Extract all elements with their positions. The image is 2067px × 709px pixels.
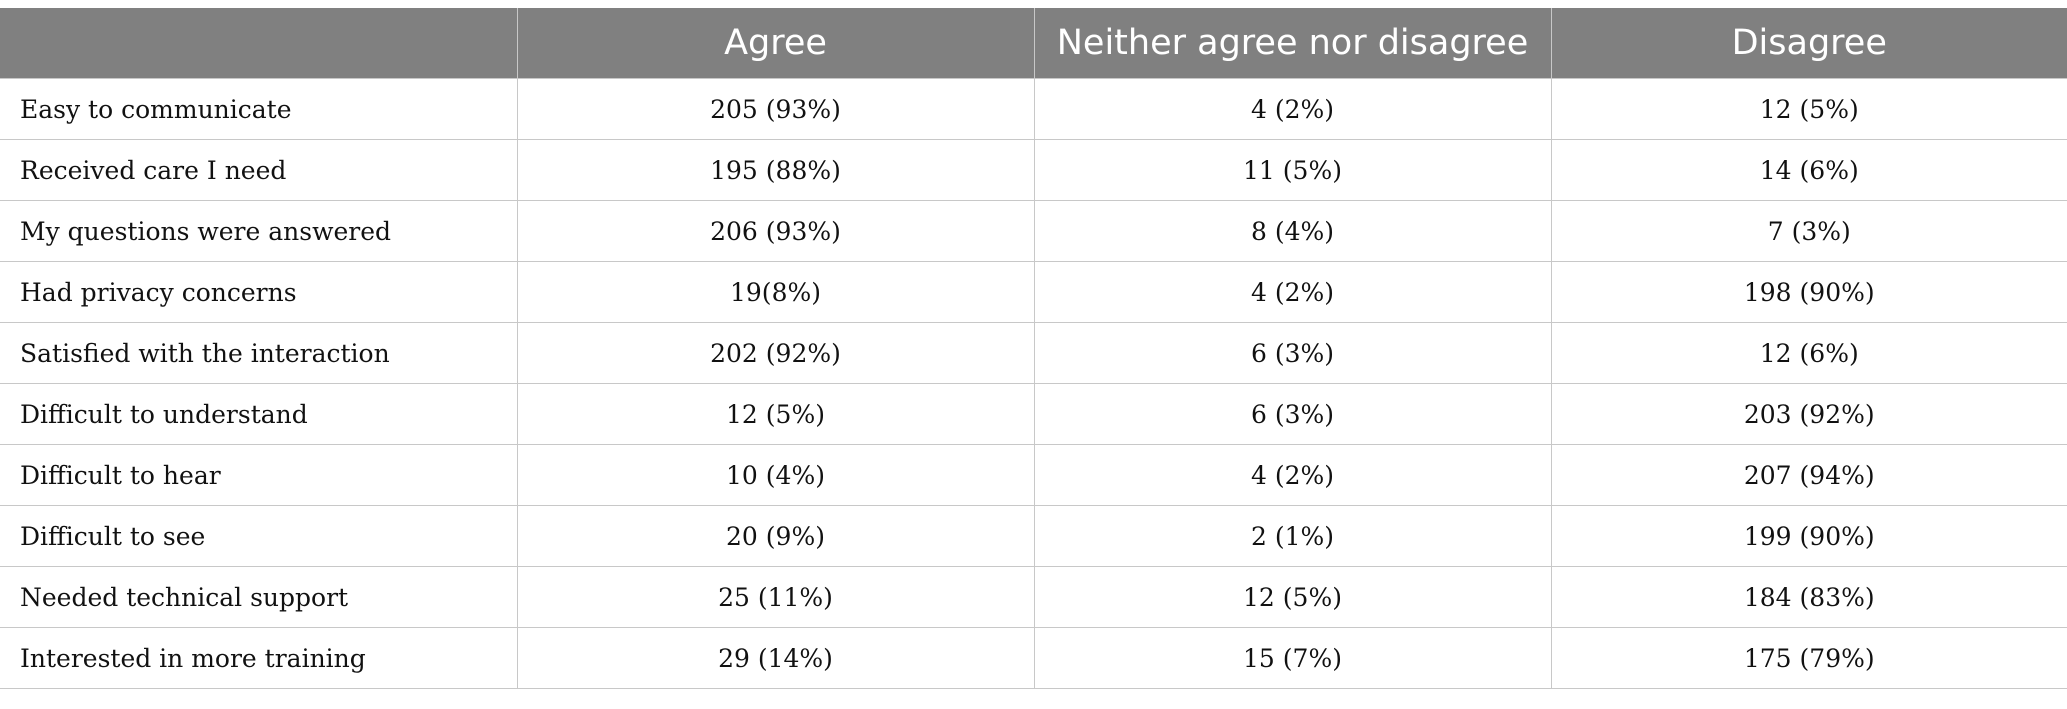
header-disagree: Disagree bbox=[1550, 8, 2067, 79]
cell-agree: 19(8%) bbox=[516, 261, 1035, 323]
cell-neither: 15 (7%) bbox=[1033, 627, 1552, 689]
table-row: Interested in more training 29 (14%) 15 … bbox=[0, 627, 2067, 689]
table-row: Difficult to hear 10 (4%) 4 (2%) 207 (94… bbox=[0, 444, 2067, 506]
cell-agree: 25 (11%) bbox=[516, 566, 1035, 628]
cell-neither: 4 (2%) bbox=[1033, 78, 1552, 140]
row-label: Had privacy concerns bbox=[0, 261, 518, 323]
header-blank bbox=[0, 8, 518, 79]
cell-agree: 10 (4%) bbox=[516, 444, 1035, 506]
cell-neither: 8 (4%) bbox=[1033, 200, 1552, 262]
cell-disagree: 198 (90%) bbox=[1550, 261, 2067, 323]
table-row: Easy to communicate 205 (93%) 4 (2%) 12 … bbox=[0, 78, 2067, 140]
cell-disagree: 175 (79%) bbox=[1550, 627, 2067, 689]
cell-agree: 206 (93%) bbox=[516, 200, 1035, 262]
cell-disagree: 184 (83%) bbox=[1550, 566, 2067, 628]
cell-agree: 20 (9%) bbox=[516, 505, 1035, 567]
cell-disagree: 12 (5%) bbox=[1550, 78, 2067, 140]
table-row: Had privacy concerns 19(8%) 4 (2%) 198 (… bbox=[0, 261, 2067, 323]
cell-neither: 6 (3%) bbox=[1033, 322, 1552, 384]
row-label: Difficult to see bbox=[0, 505, 518, 567]
cell-agree: 205 (93%) bbox=[516, 78, 1035, 140]
header-neither: Neither agree nor disagree bbox=[1033, 8, 1552, 79]
cell-disagree: 7 (3%) bbox=[1550, 200, 2067, 262]
table-body: Easy to communicate 205 (93%) 4 (2%) 12 … bbox=[0, 78, 2067, 689]
cell-neither: 12 (5%) bbox=[1033, 566, 1552, 628]
cell-neither: 2 (1%) bbox=[1033, 505, 1552, 567]
cell-disagree: 203 (92%) bbox=[1550, 383, 2067, 445]
row-label: Difficult to hear bbox=[0, 444, 518, 506]
cell-agree: 12 (5%) bbox=[516, 383, 1035, 445]
row-label: Needed technical support bbox=[0, 566, 518, 628]
table-row: Received care I need 195 (88%) 11 (5%) 1… bbox=[0, 139, 2067, 201]
cell-neither: 6 (3%) bbox=[1033, 383, 1552, 445]
cell-disagree: 12 (6%) bbox=[1550, 322, 2067, 384]
row-label: Interested in more training bbox=[0, 627, 518, 689]
cell-agree: 29 (14%) bbox=[516, 627, 1035, 689]
table-row: Difficult to see 20 (9%) 2 (1%) 199 (90%… bbox=[0, 505, 2067, 567]
table-row: Difficult to understand 12 (5%) 6 (3%) 2… bbox=[0, 383, 2067, 445]
header-agree: Agree bbox=[516, 8, 1035, 79]
survey-table-container: Agree Neither agree nor disagree Disagre… bbox=[0, 8, 2067, 689]
row-label: Easy to communicate bbox=[0, 78, 518, 140]
cell-agree: 195 (88%) bbox=[516, 139, 1035, 201]
table-header: Agree Neither agree nor disagree Disagre… bbox=[0, 8, 2067, 79]
table-row: Satisfied with the interaction 202 (92%)… bbox=[0, 322, 2067, 384]
cell-disagree: 14 (6%) bbox=[1550, 139, 2067, 201]
cell-neither: 4 (2%) bbox=[1033, 261, 1552, 323]
survey-results-table: Agree Neither agree nor disagree Disagre… bbox=[0, 8, 2067, 689]
cell-agree: 202 (92%) bbox=[516, 322, 1035, 384]
row-label: My questions were answered bbox=[0, 200, 518, 262]
table-row: My questions were answered 206 (93%) 8 (… bbox=[0, 200, 2067, 262]
row-label: Difficult to understand bbox=[0, 383, 518, 445]
cell-disagree: 199 (90%) bbox=[1550, 505, 2067, 567]
row-label: Satisfied with the interaction bbox=[0, 322, 518, 384]
cell-neither: 11 (5%) bbox=[1033, 139, 1552, 201]
header-row: Agree Neither agree nor disagree Disagre… bbox=[0, 8, 2067, 79]
cell-disagree: 207 (94%) bbox=[1550, 444, 2067, 506]
row-label: Received care I need bbox=[0, 139, 518, 201]
table-row: Needed technical support 25 (11%) 12 (5%… bbox=[0, 566, 2067, 628]
cell-neither: 4 (2%) bbox=[1033, 444, 1552, 506]
